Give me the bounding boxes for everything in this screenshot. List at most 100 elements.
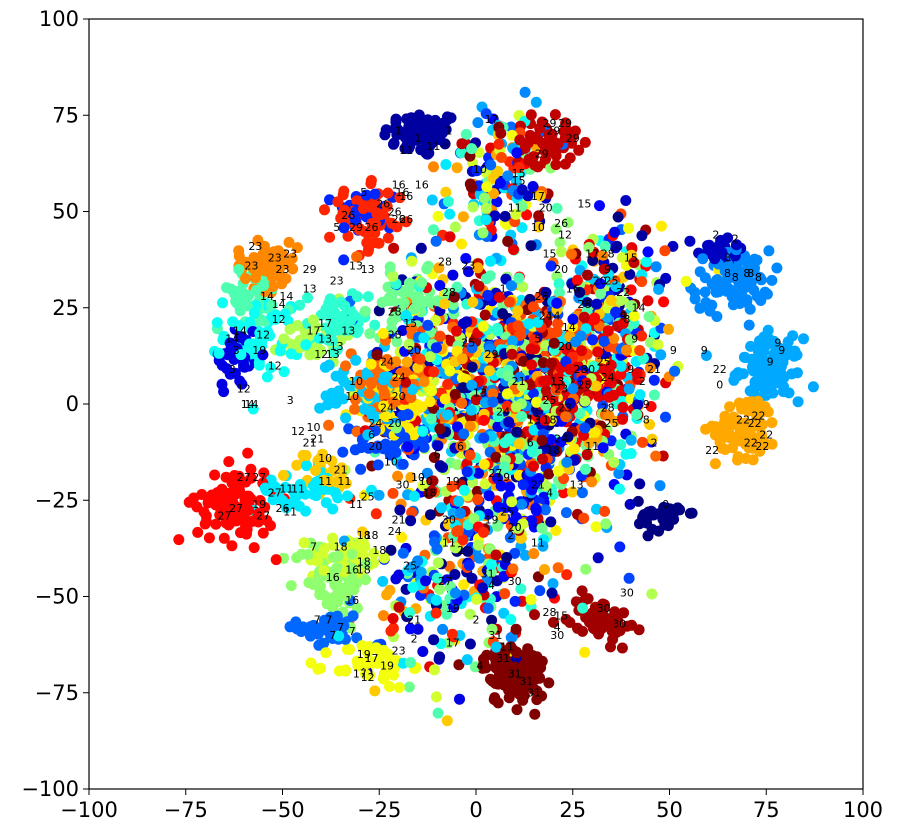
data-point (465, 404, 477, 416)
data-point (447, 269, 459, 281)
point-label: 28 (535, 290, 549, 303)
point-label: 12 (256, 329, 270, 342)
y-tick-label: 75 (52, 103, 79, 127)
data-point (362, 291, 374, 303)
data-point (356, 640, 368, 652)
data-point (384, 449, 396, 461)
point-label: 17 (446, 637, 460, 650)
data-point (480, 202, 492, 214)
y-tick-label: −75 (35, 681, 79, 705)
data-point (525, 109, 537, 121)
y-tick-label: 100 (39, 7, 79, 31)
data-point (422, 319, 434, 331)
data-point (509, 547, 521, 559)
data-point (428, 452, 440, 463)
data-point (466, 342, 478, 354)
data-point (350, 578, 362, 590)
x-tick-label: 0 (469, 798, 482, 822)
data-point (724, 431, 736, 443)
data-point (579, 422, 591, 434)
data-point (342, 230, 354, 242)
data-point (659, 245, 671, 257)
data-point (555, 246, 567, 258)
data-point (401, 356, 413, 368)
data-point (634, 345, 646, 356)
data-point (444, 231, 456, 243)
data-point (654, 480, 666, 492)
data-point (562, 431, 574, 443)
point-label: 8 (724, 267, 731, 280)
data-point (636, 276, 648, 288)
data-point (623, 222, 634, 234)
y-tick-label: −50 (35, 585, 79, 609)
data-point (351, 426, 363, 438)
data-point (751, 379, 763, 391)
data-point (553, 287, 565, 299)
point-label: 21 (512, 375, 526, 388)
data-point (385, 544, 397, 556)
data-point (700, 297, 712, 308)
data-point (323, 483, 335, 495)
point-label: 13 (361, 263, 375, 276)
data-point (615, 439, 627, 451)
data-point (559, 158, 571, 170)
data-point (480, 108, 492, 120)
data-point (332, 196, 344, 208)
point-label: 5 (333, 221, 340, 234)
point-label: 20 (558, 340, 572, 353)
data-point (270, 554, 282, 566)
point-label: 14 (272, 298, 286, 311)
data-point (233, 250, 245, 262)
data-point (378, 671, 389, 683)
data-point (508, 244, 519, 256)
data-point (568, 443, 580, 455)
data-point (539, 504, 551, 516)
point-label: 18 (546, 444, 560, 457)
data-point (530, 502, 542, 514)
data-point (569, 125, 581, 137)
data-point (378, 387, 390, 398)
data-point (397, 458, 409, 470)
data-point (394, 504, 406, 516)
data-point (285, 580, 297, 592)
y-tick-label: 0 (66, 392, 79, 416)
data-point (539, 564, 550, 575)
point-label: 19 (380, 660, 394, 673)
point-label: 26 (365, 221, 379, 234)
data-point (326, 455, 338, 467)
data-point (516, 222, 528, 234)
data-point (412, 297, 424, 309)
point-label: 3 (229, 363, 236, 376)
data-point (495, 127, 507, 139)
data-point (477, 660, 489, 672)
data-point (626, 619, 638, 631)
point-label: 25 (500, 506, 514, 519)
data-point (283, 498, 295, 510)
data-point (339, 300, 351, 312)
data-point (421, 467, 433, 479)
point-label: 20 (407, 344, 421, 357)
point-label: 20 (593, 275, 607, 288)
data-point (662, 520, 674, 532)
data-point (456, 138, 468, 150)
data-point (612, 211, 624, 223)
data-point (771, 262, 783, 274)
data-point (300, 339, 312, 351)
data-point (560, 507, 572, 519)
point-label: 30 (612, 617, 626, 630)
data-point (333, 665, 345, 677)
data-point (711, 311, 723, 322)
data-point (620, 195, 632, 206)
y-tick-label: −25 (35, 488, 79, 512)
data-point (710, 421, 722, 433)
data-point (588, 361, 600, 372)
point-label: 29 (303, 263, 317, 276)
data-point (230, 295, 242, 307)
point-label: 29 (566, 132, 580, 145)
point-label: 1 (414, 132, 421, 145)
data-point (211, 317, 223, 329)
data-point (401, 113, 413, 125)
point-label: 27 (268, 486, 282, 499)
data-point (460, 128, 472, 140)
data-point (455, 147, 467, 159)
